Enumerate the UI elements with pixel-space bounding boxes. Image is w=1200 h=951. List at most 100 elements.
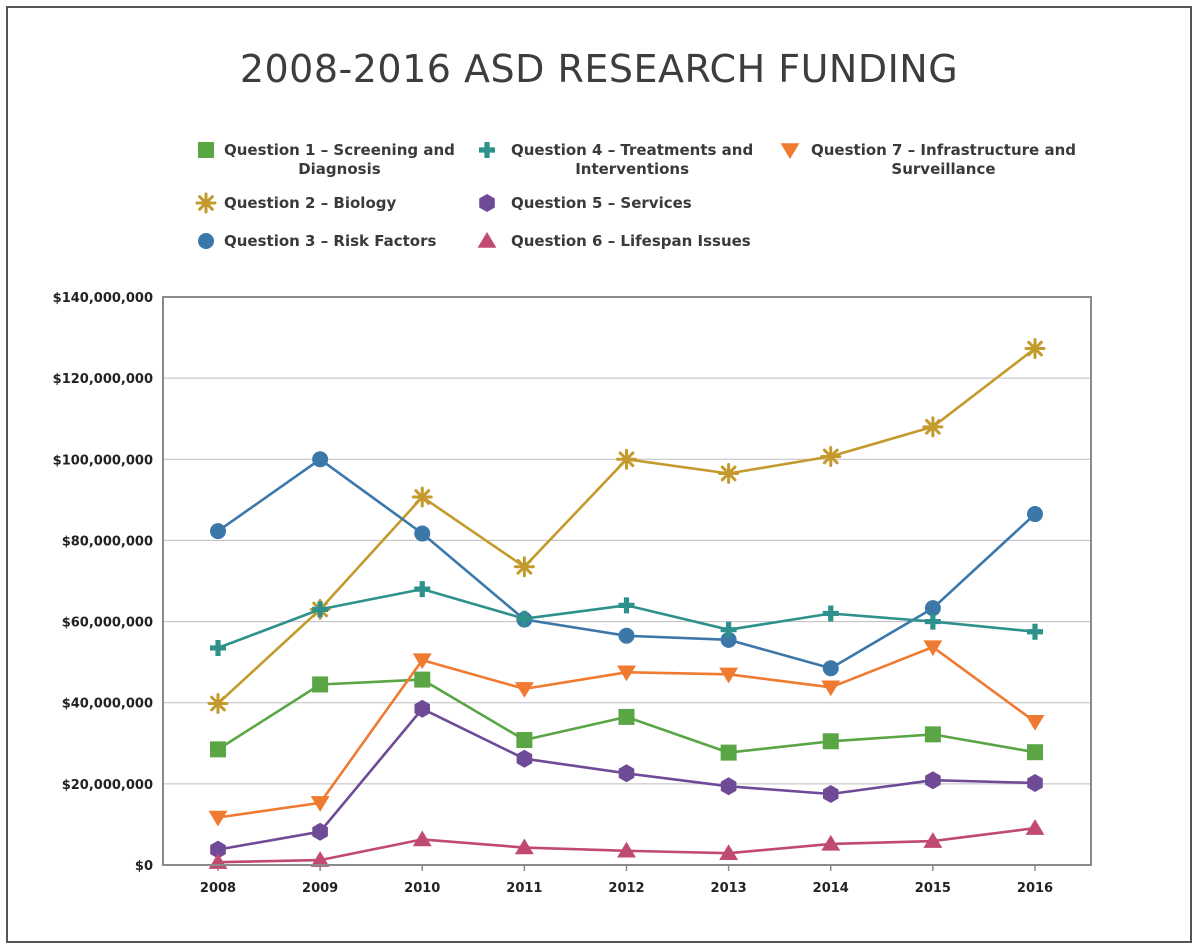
legend-label: Question 5 – Services	[511, 194, 692, 212]
data-point	[719, 667, 739, 684]
legend-marker	[780, 143, 800, 159]
legend-label: Question 4 – Treatments and Interventions	[511, 141, 753, 178]
legend-marker	[479, 142, 495, 158]
series-5	[210, 699, 1043, 859]
data-point	[820, 445, 842, 467]
legend-label: Question 7 – Infrastructure and Surveilla…	[811, 141, 1076, 178]
legend-item: Question 1 – Screening and Diagnosis	[198, 141, 455, 178]
data-point	[1027, 506, 1043, 523]
legend-label-line: Question 3 – Risk Factors	[224, 232, 437, 250]
data-point	[414, 671, 431, 688]
y-axis: $0 $20,000,000 $40,000,000 $60,000,000 $80,0…	[53, 291, 153, 874]
y-tick-label: $20,000,000	[62, 778, 153, 793]
legend-item: Question 2 – Biology	[195, 192, 396, 214]
data-point	[720, 744, 737, 761]
data-point	[1025, 715, 1045, 731]
legend-item: Question 3 – Risk Factors	[198, 232, 437, 250]
series-2	[207, 338, 1046, 715]
series-3	[210, 451, 1043, 677]
data-point	[718, 462, 740, 484]
data-point	[924, 613, 941, 630]
legend-label: Question 2 – Biology	[224, 194, 396, 212]
data-point	[210, 741, 226, 758]
legend-item: Question 5 – Services	[479, 194, 692, 212]
data-point	[310, 796, 330, 812]
legend-marker	[198, 142, 214, 158]
legend-marker	[195, 192, 217, 214]
series-6	[208, 819, 1045, 869]
data-point	[207, 693, 229, 715]
legend-item: Question 6 – Lifespan Issues	[477, 232, 751, 250]
x-tick-label: 2013	[711, 881, 747, 896]
series-7	[208, 640, 1045, 827]
x-tick-label: 2014	[813, 881, 849, 896]
data-point	[618, 627, 635, 644]
data-point	[617, 841, 636, 858]
data-point	[210, 639, 226, 656]
x-tick-label: 2008	[200, 881, 236, 896]
plot-area	[162, 296, 1092, 866]
chart-title: 2008-2016 ASD RESEARCH FUNDING	[240, 47, 958, 91]
data-point	[925, 771, 941, 790]
data-point	[513, 556, 535, 578]
legend-label: Question 1 – Screening and Diagnosis	[224, 141, 455, 178]
legend-label-line: Question 2 – Biology	[224, 194, 396, 212]
y-tick-label: $60,000,000	[62, 616, 153, 631]
data-point	[923, 832, 943, 848]
data-point	[1027, 774, 1043, 792]
data-point	[1024, 338, 1046, 360]
data-point	[208, 810, 228, 827]
data-point	[310, 851, 330, 867]
data-point	[514, 682, 534, 698]
x-axis: 2008 2009 2010 2011 2012 2013 2014 2015 2016	[200, 865, 1053, 896]
data-point	[411, 486, 433, 508]
y-tick-label: $40,000,000	[62, 697, 153, 712]
legend-label: Question 3 – Risk Factors	[224, 232, 437, 250]
data-point	[414, 525, 431, 542]
legend: Question 1 – Screening and DiagnosisQuest…	[195, 141, 1076, 250]
legend-label-line: Question 5 – Services	[511, 194, 692, 212]
data-point	[1027, 623, 1043, 640]
data-point	[720, 777, 737, 796]
data-point	[618, 597, 635, 614]
data-point	[210, 840, 226, 859]
data-point	[616, 448, 637, 470]
y-tick-label: $80,000,000	[62, 534, 153, 549]
legend-label-line: Question 6 – Lifespan Issues	[511, 232, 751, 250]
legend-label: Question 6 – Lifespan Issues	[511, 232, 751, 250]
x-tick-label: 2016	[1017, 881, 1053, 896]
data-point	[412, 830, 432, 847]
data-point	[720, 621, 737, 638]
data-point	[412, 653, 432, 670]
legend-label-line: Diagnosis	[298, 160, 381, 178]
data-point	[821, 680, 841, 697]
x-tick-label: 2012	[608, 881, 644, 896]
x-tick-label: 2009	[302, 881, 338, 896]
data-point	[720, 631, 737, 648]
x-tick-label: 2010	[404, 881, 440, 896]
data-point	[618, 708, 635, 725]
x-tick-label: 2011	[506, 881, 542, 896]
data-point	[1027, 744, 1043, 761]
data-point	[1025, 819, 1045, 835]
x-tick-label: 2015	[915, 881, 951, 896]
data-point	[922, 416, 944, 438]
chart-frame	[6, 6, 1192, 943]
data-point	[617, 665, 636, 682]
legend-label-line: Interventions	[575, 160, 689, 178]
data-point	[823, 785, 839, 803]
data-point	[719, 844, 739, 860]
data-point	[923, 640, 943, 657]
legend-marker	[477, 232, 497, 248]
legend-label-line: Question 7 – Infrastructure and	[811, 141, 1076, 159]
series-4	[210, 581, 1043, 656]
data-point	[414, 699, 430, 718]
data-point	[414, 581, 431, 598]
data-point	[924, 726, 941, 743]
data-point	[821, 834, 841, 851]
legend-marker	[198, 233, 214, 249]
data-point	[312, 451, 329, 468]
legend-item: Question 7 – Infrastructure and Surveilla…	[780, 141, 1076, 178]
legend-label-line: Question 1 – Screening and	[224, 141, 455, 159]
data-point	[312, 676, 329, 693]
